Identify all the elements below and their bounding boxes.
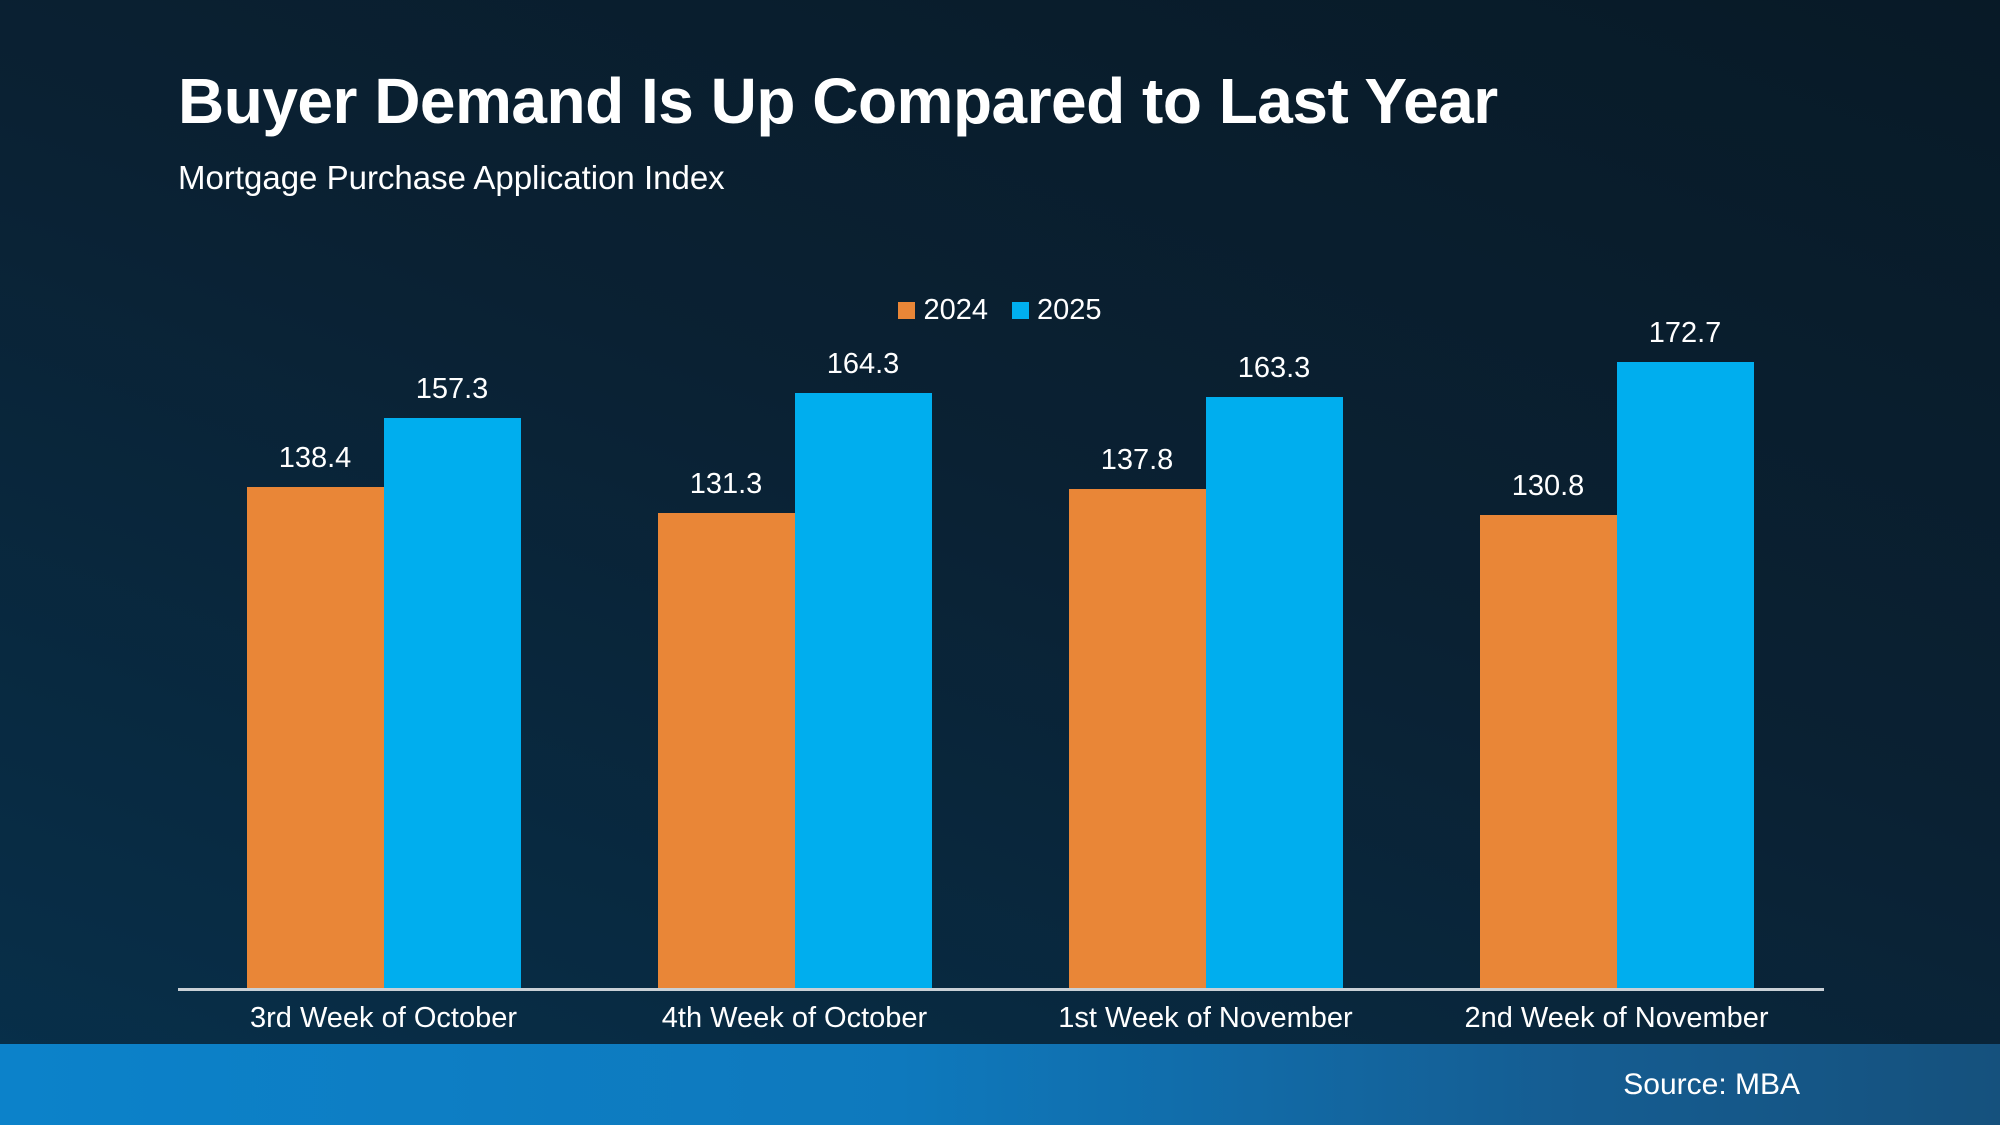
bar-2025-0: 157.3 — [383, 373, 521, 991]
chart-subtitle: Mortgage Purchase Application Index — [178, 159, 725, 196]
x-axis-labels: 3rd Week of October 4th Week of October 1s… — [178, 1002, 1822, 1035]
bar-2025-1: 164.3 — [794, 348, 932, 991]
category-label: 2nd Week of November — [1464, 1002, 1769, 1034]
legend-item-2024: 2024 — [898, 294, 988, 327]
category-label: 4th Week of October — [661, 1002, 928, 1034]
chart-legend: 2024 2025 — [178, 294, 1822, 327]
bar-value-label: 130.8 — [1511, 470, 1585, 502]
chart-title: Buyer Demand Is Up Compared to Last Year — [178, 65, 1498, 137]
bar-value-label: 163.3 — [1237, 352, 1311, 384]
bar-value-label: 157.3 — [415, 373, 489, 405]
bar-2024-1: 131.3 — [657, 468, 795, 991]
bar-2024-3: 130.8 — [1479, 470, 1617, 991]
bar-group: 137.8 163.3 — [1000, 291, 1411, 991]
bar-group: 131.3 164.3 — [589, 291, 1000, 991]
bar-value-label: 172.7 — [1648, 317, 1722, 349]
bar-group: 138.4 157.3 — [178, 291, 589, 991]
bar-2025-3: 172.7 — [1616, 317, 1754, 991]
bar-2024-2: 137.8 — [1068, 444, 1206, 991]
x-axis-line — [178, 988, 1824, 991]
legend-label: 2025 — [1037, 294, 1102, 326]
category-label: 1st Week of November — [1058, 1002, 1353, 1034]
plot-area: 138.4 157.3 131.3 164.3 137.8 163.3 130.8 172.7 — [178, 291, 1822, 991]
bar-2025-2: 163.3 — [1205, 352, 1343, 991]
bar-value-label: 131.3 — [689, 468, 763, 500]
bar-group: 130.8 172.7 — [1411, 291, 1822, 991]
legend-swatch-2024 — [898, 302, 916, 319]
legend-label: 2024 — [923, 294, 988, 326]
bar-2024-0: 138.4 — [246, 442, 384, 991]
bar-value-label: 137.8 — [1100, 444, 1174, 476]
legend-item-2025: 2025 — [1012, 294, 1102, 327]
footer-bar: Source: MBA — [0, 1044, 2000, 1125]
legend-swatch-2025 — [1012, 302, 1029, 319]
bar-value-label: 164.3 — [826, 348, 900, 380]
bar-value-label: 138.4 — [278, 442, 352, 474]
source-label: Source: MBA — [1623, 1067, 1800, 1101]
category-label: 3rd Week of October — [249, 1002, 518, 1034]
